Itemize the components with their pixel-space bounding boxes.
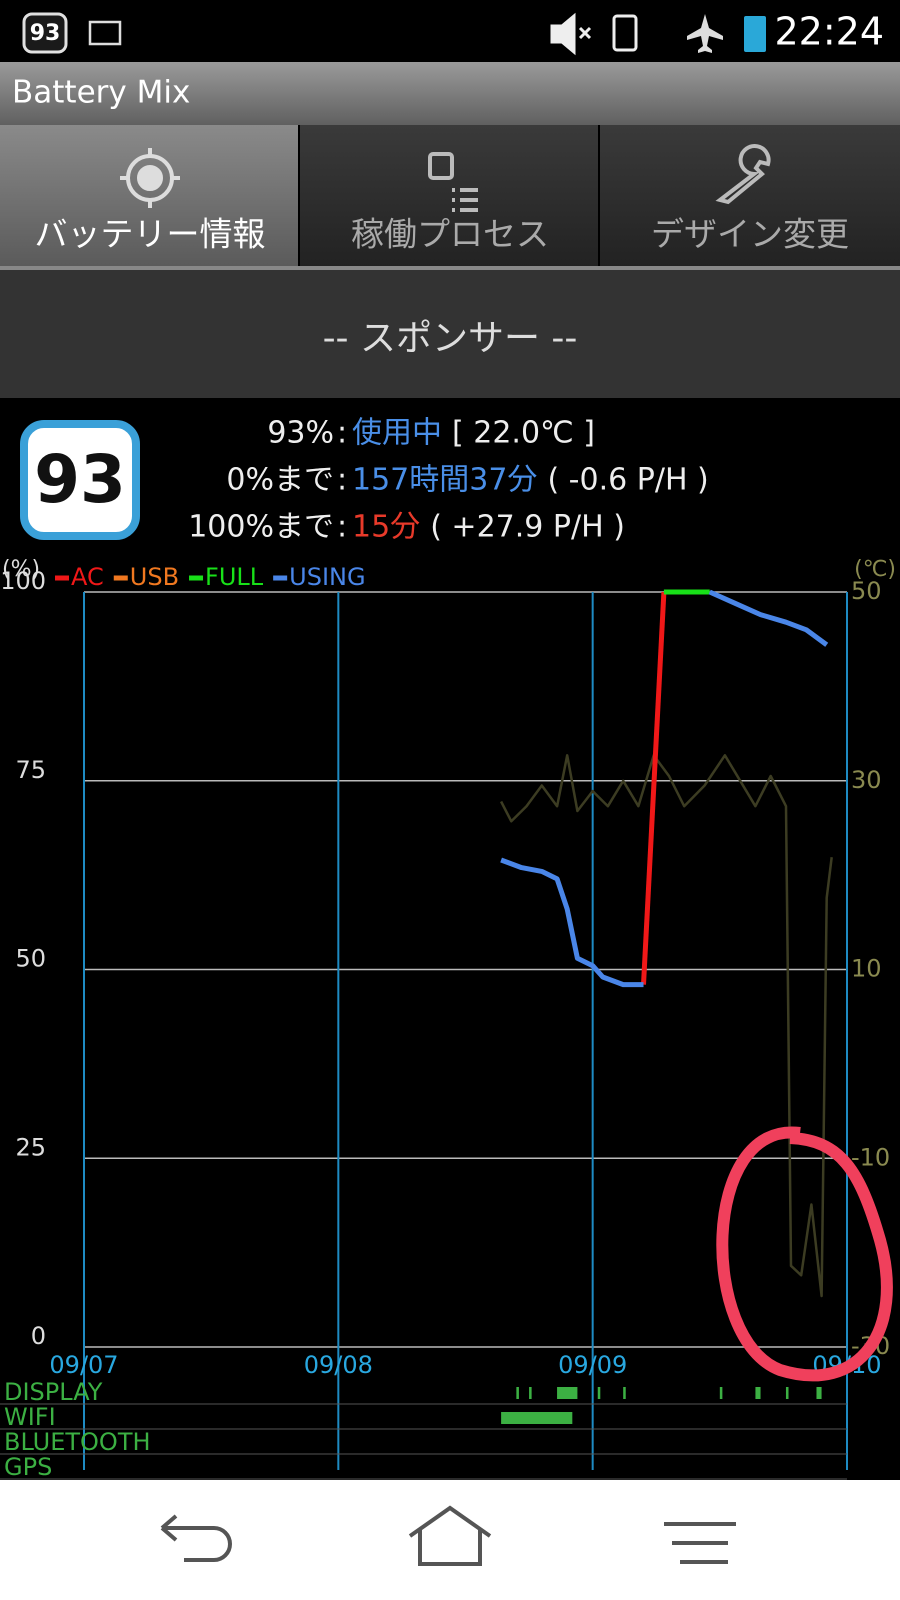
title-bar xyxy=(0,62,900,125)
info-extra: [ 22.0℃ ] xyxy=(452,416,595,451)
y2-axis-label: (℃) xyxy=(854,557,896,582)
y-tick-label: 25 xyxy=(15,1133,46,1161)
annotation-circle xyxy=(716,1126,893,1382)
activity-bar xyxy=(755,1387,761,1399)
x-tick-label: 09/08 xyxy=(304,1351,373,1379)
battery-line xyxy=(641,591,667,985)
legend-label: USING xyxy=(289,563,365,591)
x-tick-label: 09/07 xyxy=(49,1351,118,1379)
legend-label: AC xyxy=(71,563,104,591)
info-separator: : xyxy=(337,510,347,545)
battery-notification-icon xyxy=(22,12,68,54)
y2-tick-label: 50 xyxy=(851,577,882,605)
tab-icon xyxy=(715,144,771,205)
activity-bar xyxy=(597,1387,601,1399)
activity-bar xyxy=(557,1387,578,1399)
y-tick-label: 100 xyxy=(0,567,46,595)
info-separator: : xyxy=(337,416,347,451)
info-separator: : xyxy=(337,463,347,498)
temperature-line xyxy=(499,754,833,1298)
battery-line xyxy=(500,589,829,988)
activity-bar xyxy=(623,1387,626,1399)
legend-label: FULL xyxy=(205,563,264,591)
x-tick-label: 09/09 xyxy=(558,1351,627,1379)
status-badge: 93 xyxy=(30,21,61,46)
tab-indicator xyxy=(0,266,900,270)
tab[interactable] xyxy=(300,125,598,268)
clock: 22:24 xyxy=(774,10,884,54)
tab-icon xyxy=(428,152,478,212)
y2-tick-label: 30 xyxy=(851,766,882,794)
info-value: 使用中 xyxy=(352,416,442,451)
battery-icon xyxy=(744,16,766,52)
app-title: Battery Mix xyxy=(12,75,190,111)
y-tick-label: 75 xyxy=(15,756,46,784)
battery-badge-frame xyxy=(20,420,140,540)
activity-bar xyxy=(785,1387,789,1399)
activity-bar xyxy=(516,1387,519,1399)
rotate-icon xyxy=(612,14,638,52)
sponsor-banner[interactable] xyxy=(0,270,900,398)
tab-label: 稼働プロセス xyxy=(351,215,549,254)
info-label: 93% xyxy=(267,416,334,451)
home-button[interactable] xyxy=(408,1505,492,1566)
info-label: 0%まで xyxy=(226,463,334,498)
mute-icon xyxy=(550,12,592,56)
tab-icon xyxy=(120,148,180,208)
battery-badge: 93 xyxy=(34,441,126,518)
info-label: 100%まで xyxy=(188,510,334,545)
activity-label: WIFI xyxy=(4,1403,56,1431)
activity-bar xyxy=(719,1387,723,1399)
image-icon xyxy=(88,20,122,46)
activity-bar xyxy=(501,1412,573,1424)
airplane-icon xyxy=(687,14,723,53)
tab-label: バッテリー情報 xyxy=(35,215,266,254)
y-tick-label: 0 xyxy=(31,1322,46,1350)
sponsor-text: -- スポンサー -- xyxy=(323,318,578,359)
y2-tick-label: 10 xyxy=(851,955,882,983)
activity-label: GPS xyxy=(4,1453,52,1481)
info-value: 15分 xyxy=(352,510,420,545)
tab-label: デザイン変更 xyxy=(651,215,849,254)
menu-button[interactable] xyxy=(664,1522,736,1564)
y2-tick-label: -10 xyxy=(851,1143,890,1171)
nav-bar xyxy=(0,1480,900,1600)
activity-bar xyxy=(816,1387,822,1399)
activity-label: DISPLAY xyxy=(4,1378,103,1406)
info-extra: ( -0.6 P/H ) xyxy=(547,463,708,498)
legend-label: USB xyxy=(130,563,179,591)
info-value: 157時間37分 xyxy=(352,463,537,498)
activity-label: BLUETOOTH xyxy=(4,1428,151,1456)
activity-bar xyxy=(529,1387,532,1399)
info-extra: ( +27.9 P/H ) xyxy=(430,510,625,545)
back-button[interactable] xyxy=(160,1514,232,1562)
y-axis-label: (%) xyxy=(2,557,40,582)
y-tick-label: 50 xyxy=(15,945,46,973)
